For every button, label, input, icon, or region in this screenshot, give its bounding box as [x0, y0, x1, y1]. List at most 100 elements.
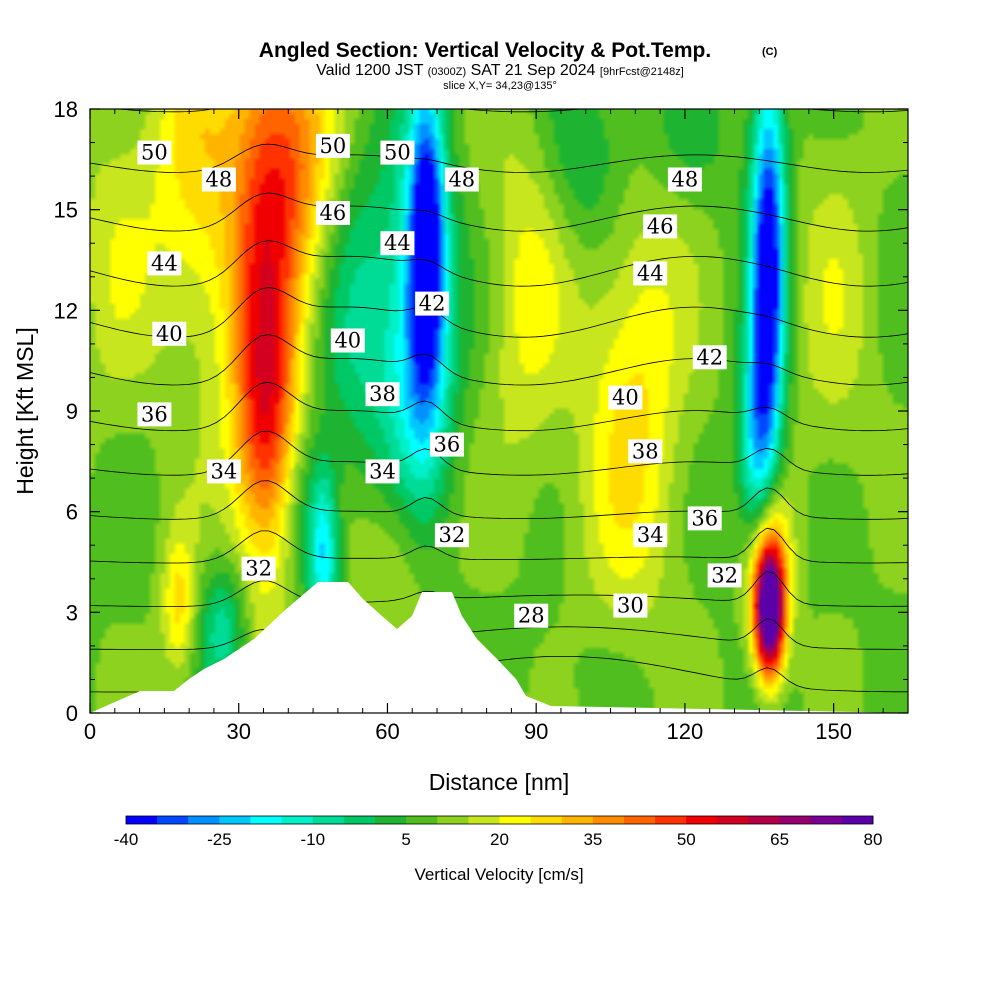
- theta-label-text: 48: [672, 168, 699, 192]
- valid-time-zulu: (0300Z): [428, 66, 467, 78]
- valid-time-line: Valid 1200 JST (0300Z) SAT 21 Sep 2024 […: [316, 62, 684, 79]
- theta-label: 48: [201, 167, 236, 192]
- theta-label-text: 48: [206, 168, 233, 192]
- y-tick-label: 9: [66, 399, 78, 424]
- colorbar-swatch: [561, 816, 594, 824]
- colorbar-swatch: [468, 816, 500, 824]
- theta-label: 46: [643, 214, 678, 239]
- colorbar-frame: [125, 815, 874, 825]
- theta-label-text: 36: [434, 433, 461, 457]
- theta-label-text: 32: [711, 563, 738, 587]
- theta-label-text: 38: [369, 382, 396, 406]
- colorbar-swatch: [343, 816, 376, 824]
- theta-label: 38: [628, 439, 663, 464]
- x-tick-label: 150: [815, 719, 852, 744]
- colorbar-tick-label: -10: [301, 830, 326, 849]
- theta-label-text: 36: [691, 506, 718, 530]
- theta-label-text: 50: [141, 141, 168, 165]
- colorbar-swatch: [312, 816, 345, 824]
- theta-label-text: 48: [448, 168, 475, 192]
- theta-label-text: 32: [439, 523, 466, 547]
- theta-label: 42: [415, 291, 450, 316]
- colorbar-tick-label: 20: [490, 830, 509, 849]
- colorbar-swatch: [686, 816, 718, 824]
- theta-label: 50: [137, 140, 172, 165]
- colorbar-tick-label: 35: [583, 830, 602, 849]
- colorbar-tick-label: 65: [770, 830, 789, 849]
- theta-label: 48: [444, 167, 479, 192]
- theta-label: 36: [137, 402, 172, 427]
- theta-label: 44: [380, 231, 415, 256]
- colorbar-swatch: [188, 816, 220, 824]
- theta-label-text: 32: [245, 557, 272, 581]
- theta-label-text: 40: [156, 322, 183, 346]
- copyright-mark: (C): [762, 46, 778, 58]
- theta-label: 32: [707, 563, 742, 588]
- y-tick-label: 3: [66, 600, 78, 625]
- theta-label-text: 34: [637, 523, 664, 547]
- colorbar-tick-label: 50: [677, 830, 696, 849]
- plot-area: 50 48 50 50 48 48 46 46 44 44 44 42 42 40 40 40 38 38 36 36…: [90, 109, 908, 713]
- theta-label-text: 36: [141, 402, 168, 426]
- theta-label: 34: [365, 459, 400, 484]
- theta-label: 42: [692, 345, 727, 370]
- x-tick-label: 90: [524, 719, 548, 744]
- colorbar-swatch: [779, 816, 812, 824]
- theta-label-text: 46: [647, 214, 674, 238]
- theta-label-text: 46: [320, 201, 347, 225]
- theta-label-text: 30: [617, 594, 644, 618]
- y-tick-label: 12: [54, 298, 78, 323]
- theta-label-text: 28: [518, 604, 545, 628]
- colorbar-tick-label: -40: [114, 830, 139, 849]
- colorbar: -40 -25 -10 5 20 35 50 65 80: [114, 815, 882, 849]
- theta-label-text: 34: [369, 459, 396, 483]
- theta-label: 28: [514, 603, 549, 628]
- theta-label-text: 50: [320, 134, 347, 158]
- theta-contour-34: [90, 381, 908, 432]
- y-tick-label: 6: [66, 500, 78, 525]
- colorbar-swatch: [250, 816, 283, 824]
- colorbar-swatch: [810, 816, 843, 824]
- theta-label: 50: [380, 140, 415, 165]
- colorbar-tick-label: -25: [207, 830, 232, 849]
- y-tick-label: 15: [54, 198, 78, 223]
- theta-label-text: 44: [384, 231, 411, 255]
- theta-label: 48: [667, 167, 702, 192]
- colorbar-swatch: [841, 816, 874, 824]
- theta-label: 34: [206, 459, 241, 484]
- colorbar-swatch: [592, 816, 625, 824]
- theta-label: 44: [147, 251, 182, 276]
- theta-label-text: 42: [696, 345, 723, 369]
- forecast-tag: [9hrFcst@2148z]: [600, 66, 684, 78]
- y-tick-label: 18: [54, 97, 78, 122]
- theta-label: 40: [152, 321, 187, 346]
- theta-label: 40: [330, 328, 365, 353]
- colorbar-swatch: [406, 816, 438, 824]
- x-tick-label: 60: [375, 719, 399, 744]
- colorbar-tick-label: 5: [401, 830, 410, 849]
- slice-info: slice X,Y= 34,23@135°: [443, 80, 557, 92]
- theta-contour-38: [90, 287, 908, 338]
- theta-contour-40: [90, 240, 908, 287]
- y-tick-label: 0: [66, 701, 78, 726]
- theta-contour-labels: 50 48 50 50 48 48 46 46 44 44 44 42 42 40 40 40 38 38 36 36…: [137, 133, 742, 628]
- theta-contour-26: [90, 571, 908, 607]
- x-axis-label: Distance [nm]: [429, 769, 570, 795]
- theta-label-text: 44: [637, 261, 664, 285]
- colorbar-swatch: [624, 816, 656, 824]
- colorbar-swatch: [126, 816, 158, 824]
- y-axis-label: Height [Kft MSL]: [12, 327, 38, 494]
- colorbar-swatch: [499, 816, 532, 824]
- theta-label: 38: [365, 382, 400, 407]
- theta-label-text: 34: [211, 459, 238, 483]
- valid-time: Valid 1200 JST: [316, 62, 424, 79]
- chart-header: Angled Section: Vertical Velocity & Pot.…: [259, 39, 778, 92]
- theta-label: 44: [633, 261, 668, 286]
- theta-contour-28: [90, 527, 908, 564]
- colorbar-swatch: [748, 816, 781, 824]
- theta-label-text: 42: [419, 292, 446, 316]
- chart-title: Angled Section: Vertical Velocity & Pot.…: [259, 39, 711, 62]
- theta-label-text: 40: [612, 386, 639, 410]
- theta-label: 32: [434, 523, 469, 548]
